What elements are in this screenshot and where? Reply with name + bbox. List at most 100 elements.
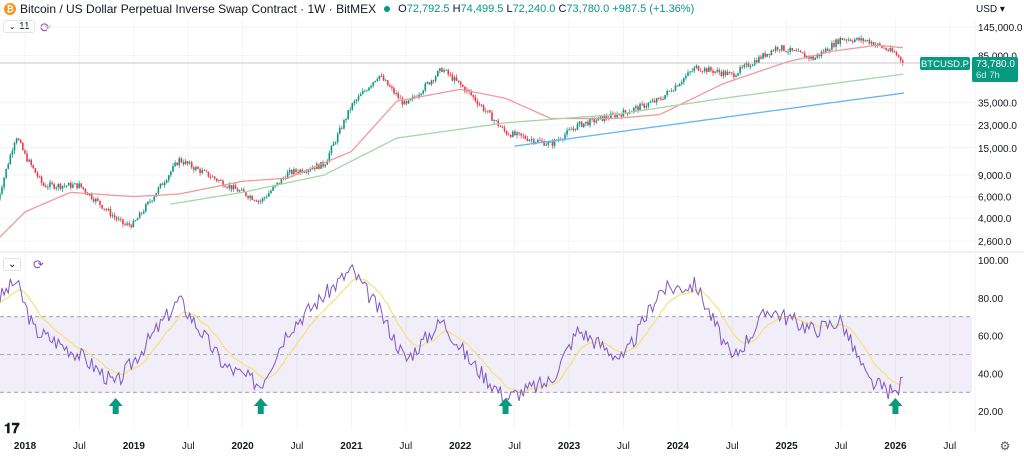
price-tick-label: 6,000.0 (978, 193, 1012, 204)
candle-up (95, 198, 97, 202)
moving-average-green (170, 73, 904, 205)
candle-up (758, 56, 760, 63)
candle-down (484, 110, 487, 112)
candle-down (44, 185, 47, 188)
candle-down (255, 200, 258, 202)
time-tick-label: 2021 (340, 441, 363, 452)
candle-down (862, 38, 864, 42)
candle-down (447, 69, 450, 75)
candle-down (291, 169, 293, 175)
price-tick-label: 145,000.0 (978, 23, 1023, 34)
candle-down (32, 164, 35, 169)
indicators-toggle[interactable]: ⌄ 11 (3, 20, 35, 33)
candle-up (582, 123, 585, 127)
candle-down (253, 199, 256, 201)
rsi-sync-icon[interactable]: ⟳ (33, 257, 44, 272)
candle-up (870, 42, 873, 44)
bar-countdown-label: 6d 7h (976, 70, 1000, 81)
candle-up (683, 78, 685, 83)
candle-down (128, 223, 130, 225)
tradingview-logo[interactable]: 𝟏𝟕 (4, 420, 20, 436)
candle-up (793, 50, 796, 52)
candle-up (286, 172, 289, 179)
candle-up (1, 187, 3, 194)
candle-up (693, 67, 696, 71)
candle-up (28, 159, 30, 162)
candle-down (491, 112, 493, 121)
candle-down (247, 195, 249, 199)
candle-down (428, 82, 431, 85)
candle-up (716, 70, 718, 72)
candle-down (464, 86, 466, 92)
candle-up (211, 176, 214, 178)
candle-up (170, 171, 172, 176)
candle-down (105, 209, 108, 211)
candle-down (699, 70, 702, 72)
candle-up (72, 184, 74, 188)
candle-up (157, 187, 160, 194)
rsi-collapse-toggle[interactable]: ⌄ (3, 258, 22, 271)
candle-up (364, 90, 366, 92)
candle-down (837, 39, 839, 44)
candle-up (616, 114, 618, 118)
candle-up (876, 43, 879, 45)
candle-down (760, 56, 762, 59)
candle-down (518, 132, 520, 134)
candle-up (770, 50, 773, 55)
candle-down (495, 120, 497, 121)
currency-select[interactable]: USD ▾ (976, 4, 1005, 15)
candle-up (309, 169, 312, 171)
candle-up (117, 218, 120, 220)
candle-down (101, 204, 103, 209)
rsi-tick-label: 40.00 (978, 369, 1003, 380)
candle-up (372, 82, 374, 86)
candle-down (122, 219, 124, 225)
candle-up (537, 139, 539, 143)
candle-up (751, 64, 754, 67)
candle-up (334, 142, 337, 144)
symbol-title[interactable]: Bitcoin / US Dollar Perpetual Inverse Sw… (20, 2, 377, 16)
candle-down (476, 100, 479, 105)
moving-average-red (0, 44, 904, 238)
candle-up (645, 106, 648, 108)
candle-down (113, 215, 116, 218)
candle-up (810, 56, 812, 59)
candle-down (405, 101, 408, 104)
candle-down (741, 66, 744, 68)
candle-down (245, 192, 247, 196)
candle-down (180, 158, 183, 163)
candle-down (380, 75, 383, 77)
candle-down (34, 168, 37, 173)
candle-up (854, 39, 856, 42)
candle-up (774, 47, 777, 51)
rsi-tick-label: 100.00 (978, 256, 1009, 267)
candle-down (224, 186, 226, 188)
time-tick-label: 2026 (884, 441, 907, 452)
candle-up (263, 197, 266, 199)
candle-up (149, 201, 151, 203)
candle-up (547, 142, 550, 145)
candle-down (140, 212, 143, 214)
rsi-line (0, 263, 903, 405)
candle-up (266, 196, 268, 198)
candle-down (243, 189, 245, 193)
candle-down (455, 77, 458, 81)
candle-down (42, 182, 45, 186)
candle-down (701, 71, 704, 73)
candle-up (172, 166, 174, 172)
candle-down (482, 105, 485, 111)
candle-up (336, 133, 339, 143)
candle-down (858, 37, 860, 41)
candle-down (899, 56, 902, 61)
candle-up (384, 80, 387, 82)
settings-gear-icon[interactable]: ⚙ (1000, 439, 1011, 453)
candle-down (730, 72, 733, 74)
candle-down (605, 116, 608, 119)
candle-down (507, 134, 510, 136)
candle-up (568, 129, 570, 131)
candle-down (59, 183, 62, 189)
price-tick-label: 9,000.0 (978, 171, 1012, 182)
candle-up (63, 185, 66, 187)
candle-up (781, 45, 783, 51)
